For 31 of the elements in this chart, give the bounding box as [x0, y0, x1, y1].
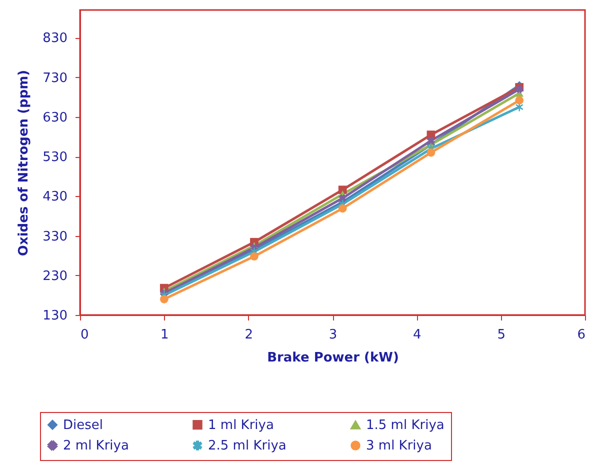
- x-tick-label: 5: [497, 328, 506, 342]
- y-tick-label: 830: [42, 31, 68, 46]
- legend-label: 2.5 ml Kriya: [208, 438, 286, 454]
- point: [426, 136, 436, 145]
- y-tick-label: 330: [42, 229, 68, 244]
- point: [160, 294, 168, 304]
- x-tick-label: 4: [413, 328, 422, 342]
- point: [515, 96, 524, 104]
- x-axis-title: Brake Power (kW): [267, 350, 399, 366]
- y-tick-label: 430: [42, 190, 68, 205]
- legend-label: 1.5 ml Kriya: [366, 418, 444, 434]
- point: [250, 252, 258, 261]
- y-tick-label: 130: [42, 308, 68, 324]
- legend-label: 1 ml Kriya: [208, 418, 274, 433]
- point: [338, 204, 347, 213]
- y-tick-label: 230: [42, 268, 68, 284]
- point: [338, 186, 347, 194]
- legend-label: 3 ml Kriya: [366, 438, 432, 454]
- point: [338, 194, 347, 202]
- x-tick-label: 6: [577, 328, 586, 342]
- point: [426, 148, 436, 157]
- y-tick-label: 530: [42, 150, 68, 166]
- x-tick-label: 0: [80, 328, 89, 342]
- legend-label: Diesel: [63, 418, 104, 433]
- x-tick-label: 1: [160, 328, 169, 342]
- x-tick-label: 2: [244, 328, 253, 342]
- x-tick-label: 3: [328, 328, 338, 342]
- legend-label: 2 ml Kriya: [63, 438, 129, 454]
- y-axis-title: Oxides of Nitrogen (ppm): [16, 70, 32, 256]
- y-tick-label: 630: [42, 110, 68, 126]
- y-tick-label: 730: [42, 70, 68, 86]
